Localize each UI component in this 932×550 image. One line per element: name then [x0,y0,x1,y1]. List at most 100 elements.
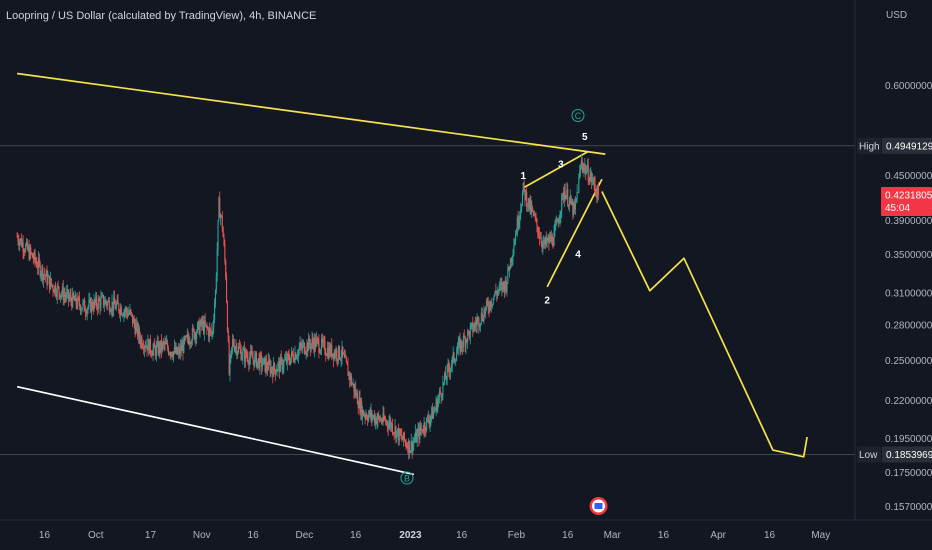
candle-body [55,294,57,297]
candle-body [582,166,584,171]
candle-body [546,240,548,244]
candle [552,236,554,249]
candle [235,338,237,356]
candle [464,335,466,353]
candle [538,227,540,239]
candle-body [497,291,499,296]
candle [338,345,340,361]
candle [179,339,181,360]
wave-badge-b [400,471,414,485]
candle [135,319,137,335]
candle [330,343,332,358]
candle-body [303,342,305,354]
candle-body [467,330,470,332]
candle-body [116,299,118,305]
candle-body [585,170,588,174]
candle-body [139,337,141,344]
candle-body [38,258,40,264]
candle-body [196,323,199,333]
event-flag-mark [594,503,603,509]
candle-body [552,244,554,246]
candle-body [553,232,555,246]
candle-body [551,235,553,245]
candle [124,307,126,319]
candle [461,340,463,352]
x-tick-label: 16 [456,530,468,541]
candle-body [326,348,329,356]
candle [328,342,330,360]
candle-body [84,311,87,314]
candle [397,428,399,437]
candle [314,333,316,358]
candle [300,342,302,354]
candle [274,368,276,382]
candle [197,320,199,330]
candle-body [399,429,401,435]
candle [570,195,572,206]
candle-body [432,411,435,419]
candle [169,350,171,359]
last-price-tag [881,187,932,217]
candle-body [585,165,587,174]
candle-body [27,246,29,250]
candle-body [311,338,313,344]
candle [388,415,390,430]
candle [125,306,128,319]
candle-body [49,278,51,289]
candle [27,244,29,253]
candle-body [57,285,59,287]
candle-body [270,367,272,374]
candle-body [474,323,476,325]
candle-body [218,197,220,221]
candle-body [576,192,578,199]
candle-body [211,332,213,334]
candle [267,361,269,376]
candle-body [521,193,523,206]
candle-body [323,340,325,342]
candle [77,292,79,311]
candle-body [214,304,216,320]
candle [264,357,266,373]
candle [213,313,215,335]
candle [291,350,293,357]
candle [186,328,188,343]
candle [443,382,445,386]
candle [149,338,151,354]
candle-body [248,362,250,365]
candle-body [178,348,180,353]
candle-body [88,300,90,307]
candle-body [250,350,252,354]
candle-body [31,253,33,254]
candle-body [204,320,206,326]
candle-body [506,282,508,291]
candle-body [478,317,480,328]
x-tick-label: Mar [604,530,622,541]
time-axis[interactable]: 16 Oct 17 Nov 16 Dec 16 2023 16 Feb 16 Mar 16 Apr 16 Ma… [0,519,932,550]
candle-body [584,165,586,168]
candle-body [240,349,242,360]
candle [138,325,140,345]
candle-body [73,298,75,301]
candle-body [477,317,479,321]
candle-body [532,210,535,216]
candle-body [392,432,394,434]
candle-body [548,237,550,244]
candle-body [285,357,287,360]
candle [400,428,402,440]
candle [222,225,224,238]
candle [164,335,166,351]
candle-body [167,342,169,349]
candle [127,306,129,317]
candle-body [574,201,576,210]
candle [490,300,492,311]
x-tick-label: Apr [710,530,726,541]
candle [440,392,442,404]
candle-body [541,243,543,247]
candle [295,351,297,360]
candle [597,182,600,201]
candle-body [466,339,468,342]
candle [540,232,542,248]
